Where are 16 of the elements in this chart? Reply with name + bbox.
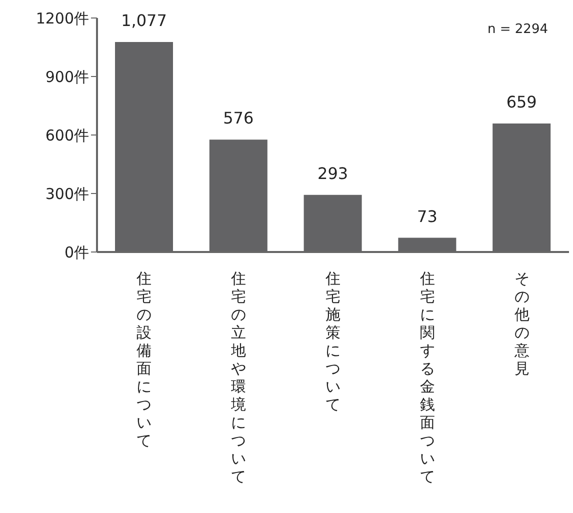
data-label: 73 — [417, 206, 438, 226]
data-label: 1,077 — [121, 10, 167, 30]
data-label: 576 — [223, 108, 254, 128]
data-label: 293 — [318, 164, 348, 183]
y-tick-label: 600件 — [45, 126, 89, 144]
y-tick-label: 1200件 — [36, 9, 89, 28]
category-label: 住宅の設備面について — [136, 270, 152, 450]
y-tick-label: 300件 — [45, 184, 89, 203]
category-label: 住宅の立地や環境について — [231, 270, 246, 486]
x-tick-label: その他の意見 — [513, 270, 530, 378]
annotation: n = 2294 — [488, 22, 548, 37]
x-tick-label: 住宅施策について — [324, 270, 340, 414]
category-label: 住宅に関する金銭面ついて — [420, 270, 435, 486]
data-label: 659 — [506, 92, 537, 112]
y-tick-label: 0件 — [64, 243, 89, 262]
y-tick-label: 900件 — [45, 68, 89, 86]
